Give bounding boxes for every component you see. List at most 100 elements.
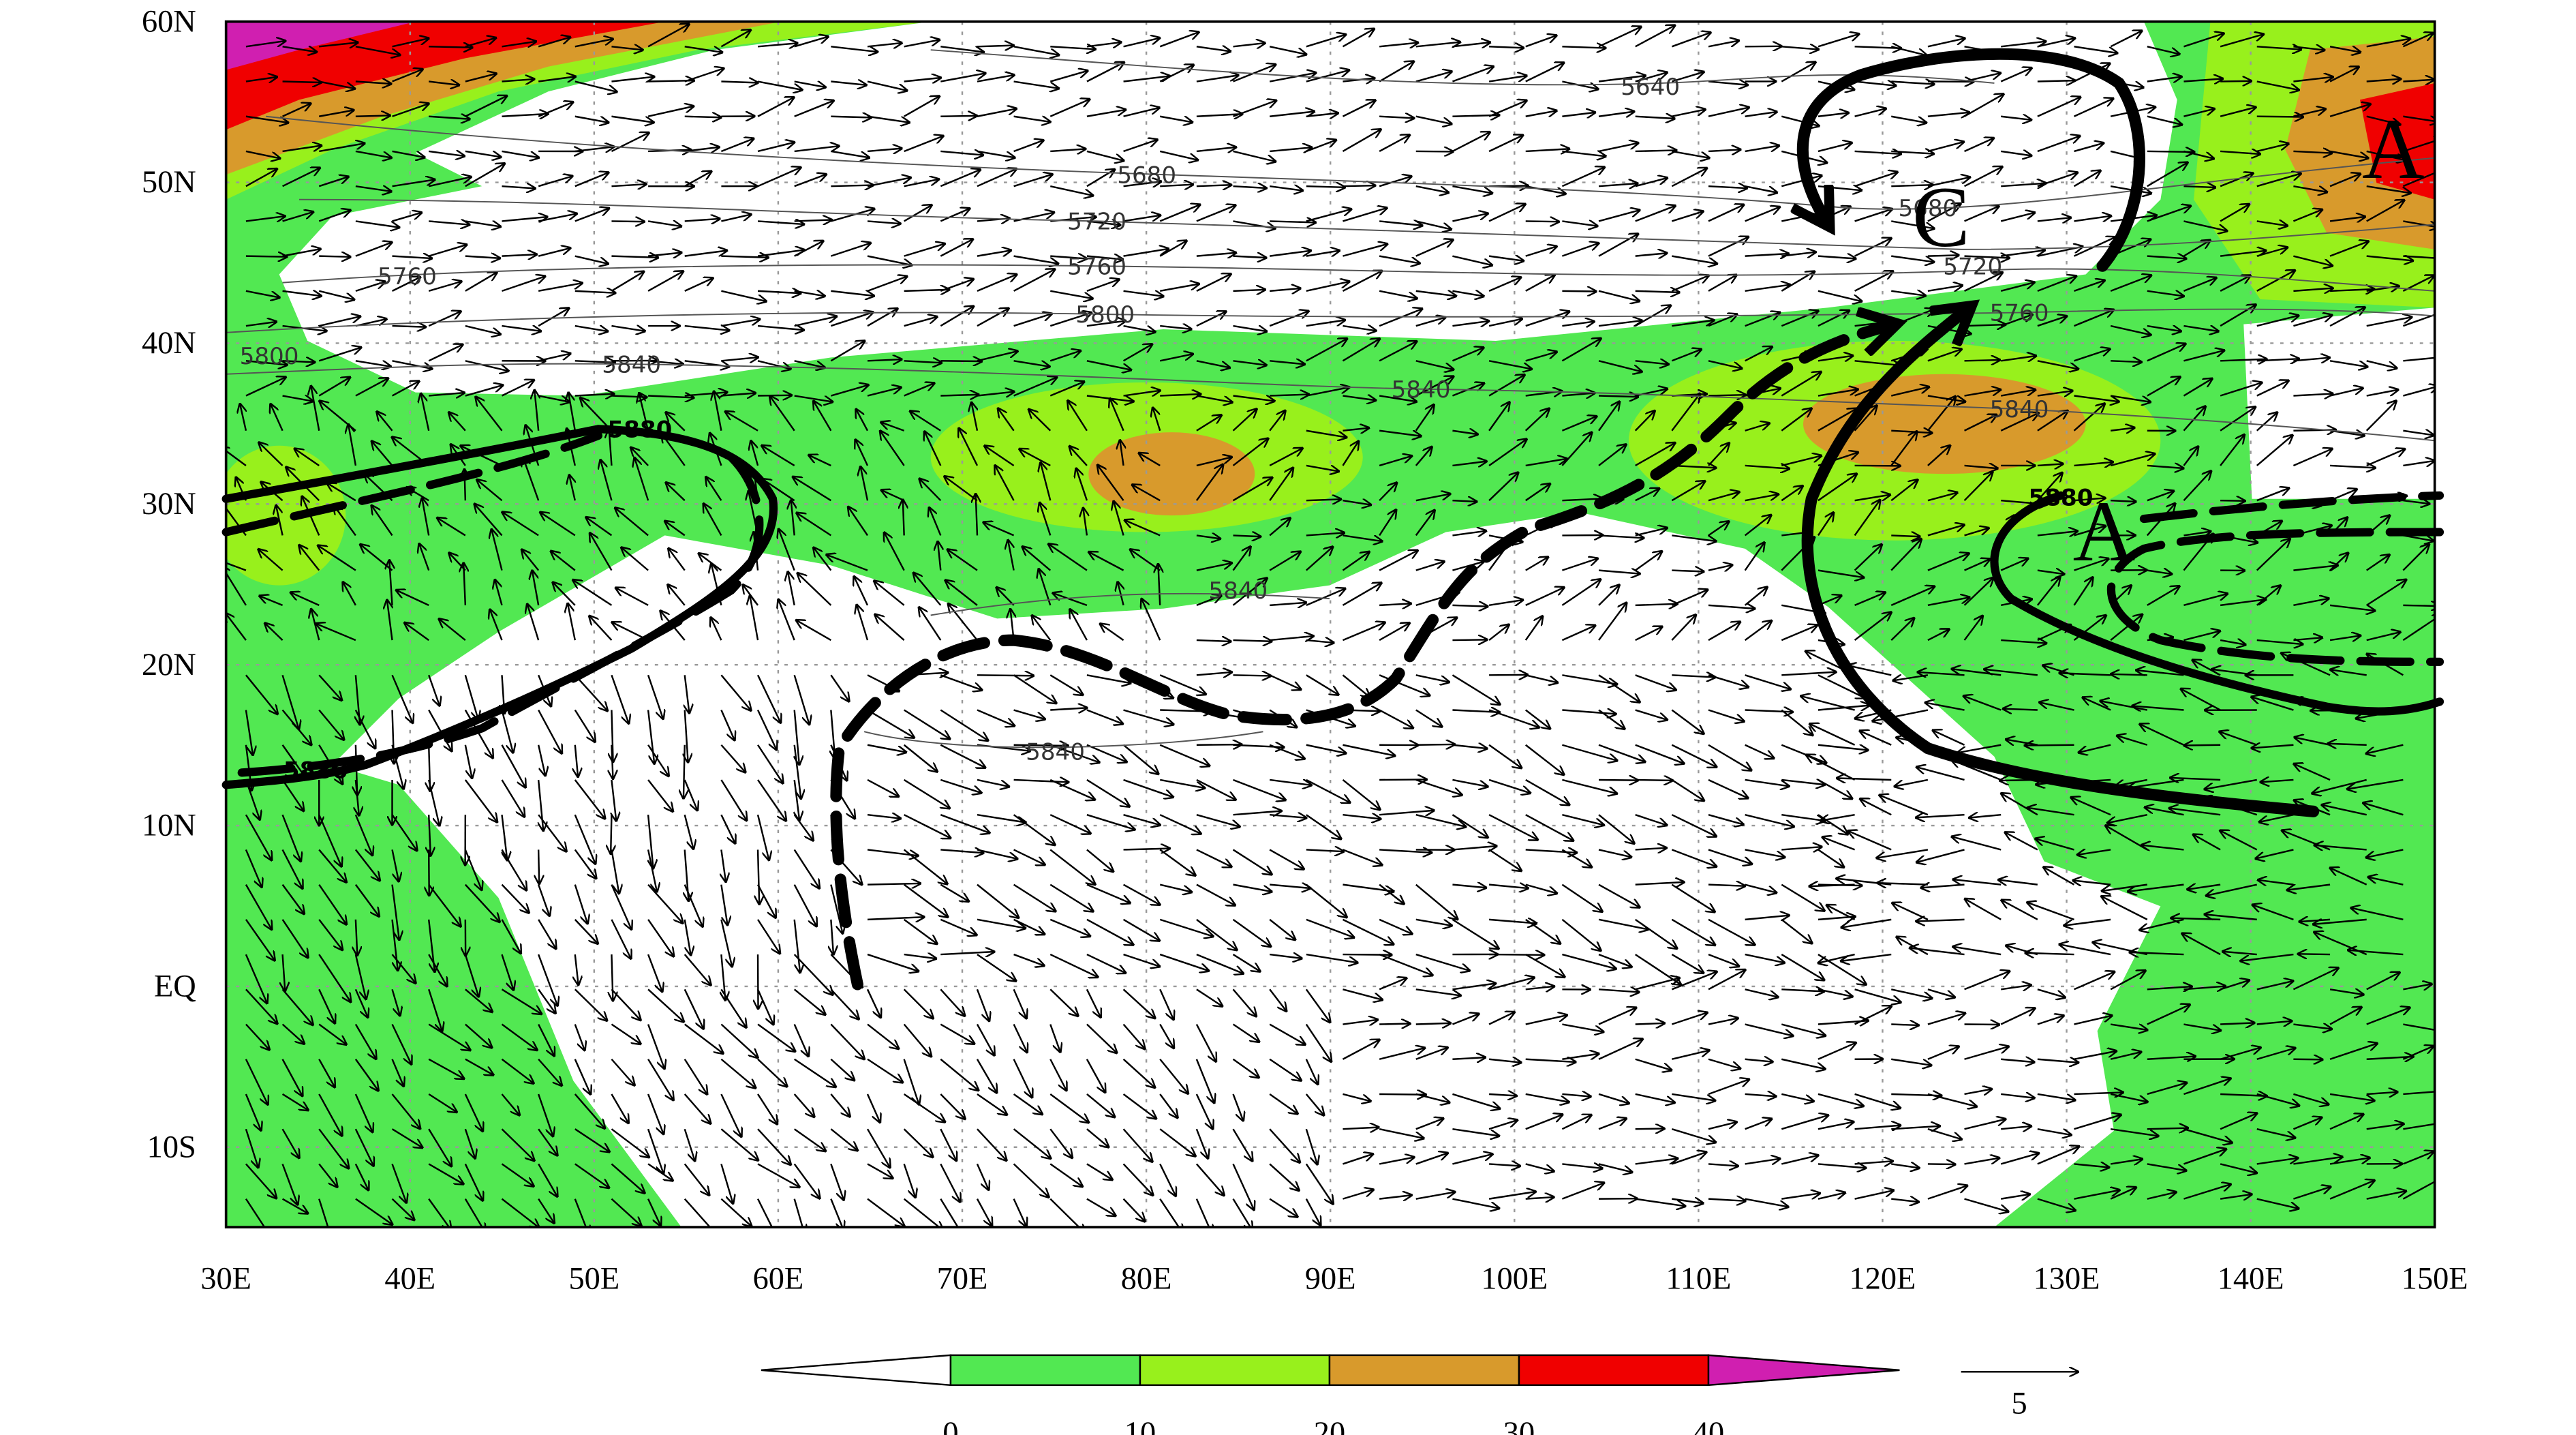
wind-vector [1452,42,1489,46]
wind-vector [2037,276,2076,292]
wind-vector [1598,112,1634,117]
wind-vector [1233,256,1266,258]
wind-vector [1013,269,1054,292]
wind-vector [940,46,983,52]
wind-vector [2220,500,2244,501]
wind-vector [378,412,393,432]
wind-vector [1415,405,1434,432]
wind-vector [2256,80,2299,90]
wind-vector [355,186,390,192]
wind-vector [318,177,348,187]
wind-vector [465,150,500,157]
wind-vector [282,168,320,187]
wind-vector [1013,314,1052,327]
wind-vector [429,46,472,47]
wind-vector [1159,354,1192,362]
wind-vector [1342,339,1379,362]
contour-label: 5840 [602,351,661,378]
wind-vector [2329,104,2370,117]
wind-vector [465,96,506,117]
wind-vector [2183,326,2218,331]
wind-vector [1233,395,1274,402]
contour-label: 5760 [1990,300,2049,327]
contour-label: 5640 [1621,74,1680,101]
contour-label: 5800 [1075,301,1135,329]
wind-vector [1379,135,1409,153]
wind-vector [1525,352,1557,362]
wind-vector [1123,181,1161,186]
wind-vector [2183,241,2209,257]
wind-vector [977,392,1013,396]
wind-vector [794,220,831,222]
wind-vector [392,104,429,117]
wind-vector [1160,284,1198,292]
wind-vector [1635,206,1675,222]
wind-vector [904,205,932,222]
wind-vector [574,291,615,293]
wind-vector [1891,185,1932,186]
wind-vector [1160,326,1191,329]
wind-vector [904,136,943,153]
wind-vector [940,116,976,117]
wind-vector [2074,349,2110,362]
wind-vector [2293,394,2332,396]
wind-vector [639,394,649,432]
contour-label: 5840 [1208,577,1268,605]
wind-vector [1635,253,1666,256]
wind-vector [391,277,420,292]
wind-vector [1196,395,1231,402]
wind-vector [611,46,642,50]
wind-vector [647,253,681,256]
wind-vector [392,38,429,48]
wind-vector [831,150,868,157]
wind-vector [1233,535,1260,537]
wind-vector [1635,1128,1664,1129]
wind-vector [2183,150,2213,159]
wind-vector [1379,117,1413,119]
wind-vector [282,396,313,402]
shade-magenta [226,21,416,70]
wind-vector [1525,185,1565,194]
wind-vector [1635,780,1672,781]
wind-vector [2183,78,2222,81]
wind-vector [867,359,901,361]
wind-vector [1672,110,1704,117]
wind-vector [538,354,570,362]
wind-vector [2293,358,2329,361]
wind-vector [1159,150,1197,160]
wind-vector [1123,140,1157,153]
wind-vector [1086,360,1131,369]
wind-vector [1160,394,1200,395]
wind-vector [977,150,1014,157]
wind-vector [2220,251,2265,257]
wind-vector [2293,255,2331,266]
wind-vector [1598,27,1640,48]
wind-vector [1635,1023,1664,1025]
wind-vector [1561,243,1598,257]
wind-vector [940,74,985,82]
wind-vector [1854,172,1897,187]
wind-vector [319,143,364,153]
wind-vector [1745,285,1790,292]
wind-vector [814,402,832,432]
wind-vector [245,322,276,326]
wind-vector [2293,185,2326,192]
wind-vector [1233,43,1265,46]
wind-vector [998,409,1015,432]
wind-vector [502,42,535,46]
wind-vector [1562,151,1605,156]
wind-vector [831,385,868,397]
wind-vector [574,172,608,187]
wind-vector [1854,209,1892,222]
wind-vector [1635,291,1679,292]
wind-vector [1525,247,1557,257]
wind-vector [1818,256,1855,259]
wind-vector [538,283,581,292]
wind-vector [1379,1024,1409,1025]
wind-vector [1525,63,1563,82]
wind-vector [1635,361,1668,364]
wind-vector [940,307,973,327]
wind-vector [1745,112,1777,117]
wind-vector [245,150,279,158]
y-tick-label: 30N [142,487,196,522]
